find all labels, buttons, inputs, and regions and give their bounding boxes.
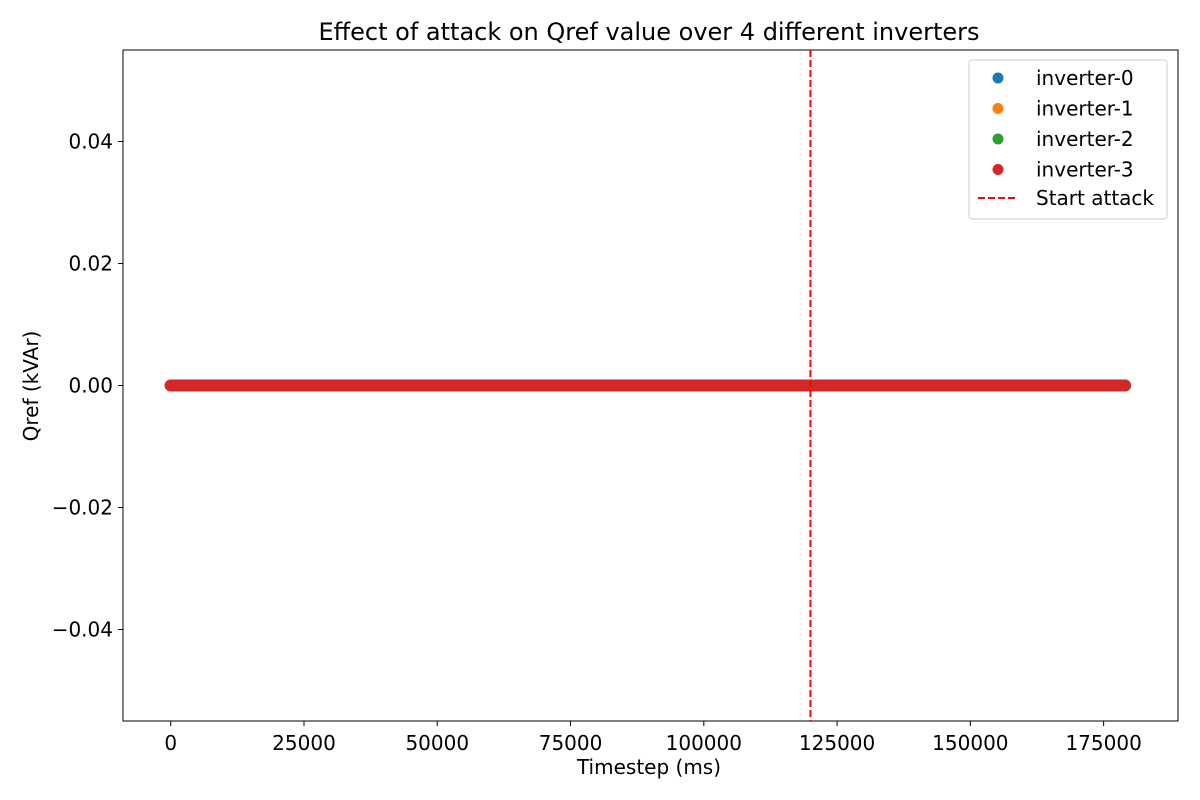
y-axis-label: Qref (kVAr) [19,331,43,442]
y-tick-label: −0.02 [52,496,113,520]
x-tick-label: 125000 [799,731,875,755]
x-tick-label: 150000 [932,731,1008,755]
y-axis: 0.04 0.02 0.00 −0.02 −0.04 [52,130,123,642]
legend: inverter-0 inverter-1 inverter-2 inverter-3… [968,59,1168,220]
legend-label-inverter-2: inverter-2 [1036,127,1134,151]
legend-box [968,59,1168,220]
legend-marker-inverter-2 [992,133,1004,145]
x-tick-label: 175000 [1065,731,1141,755]
x-axis-label: Timestep (ms) [576,755,721,779]
chart-title: Effect of attack on Qref value over 4 di… [318,18,979,46]
x-tick-label: 75000 [539,731,603,755]
y-tick-label: 0.04 [68,130,113,154]
legend-marker-inverter-0 [992,72,1004,84]
y-tick-label: 0.00 [68,374,113,398]
legend-marker-inverter-3 [992,164,1004,175]
y-tick-label: −0.04 [52,618,113,642]
legend-label-inverter-3: inverter-3 [1036,158,1134,182]
x-tick-label: 50000 [405,731,469,755]
legend-label-start-attack: Start attack [1036,186,1154,210]
legend-label-inverter-1: inverter-1 [1036,97,1134,121]
y-tick-label: 0.02 [68,252,113,276]
x-axis: 0 25000 50000 75000 100000 125000 150000 175000 [164,721,1142,755]
legend-marker-inverter-1 [992,103,1004,114]
x-tick-label: 0 [164,731,177,755]
legend-label-inverter-0: inverter-0 [1036,66,1134,90]
x-tick-label: 25000 [272,731,336,755]
x-tick-label: 100000 [666,731,742,755]
